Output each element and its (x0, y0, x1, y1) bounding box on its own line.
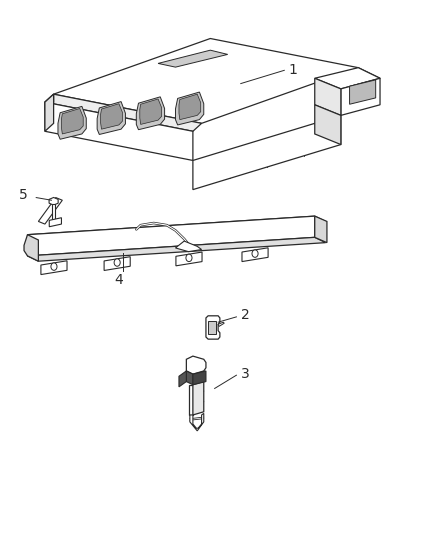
Text: 5: 5 (19, 188, 28, 202)
Polygon shape (176, 92, 204, 125)
Polygon shape (52, 205, 55, 221)
Polygon shape (97, 102, 125, 134)
Polygon shape (206, 316, 220, 339)
Polygon shape (179, 94, 201, 119)
Text: 4: 4 (114, 273, 123, 287)
Polygon shape (49, 217, 61, 227)
Polygon shape (315, 68, 380, 89)
Text: 2: 2 (241, 308, 250, 322)
Polygon shape (176, 252, 202, 266)
Polygon shape (41, 261, 67, 274)
Polygon shape (45, 94, 53, 131)
Polygon shape (58, 107, 86, 139)
Polygon shape (136, 97, 165, 130)
Polygon shape (350, 68, 380, 86)
Polygon shape (218, 322, 224, 326)
Polygon shape (28, 216, 315, 256)
Polygon shape (140, 99, 162, 124)
Text: 3: 3 (241, 367, 250, 381)
Polygon shape (186, 356, 206, 374)
Polygon shape (28, 216, 325, 240)
Polygon shape (190, 414, 204, 431)
Polygon shape (176, 241, 201, 252)
Circle shape (186, 254, 192, 262)
Polygon shape (61, 109, 83, 134)
Circle shape (252, 250, 258, 257)
Polygon shape (315, 216, 327, 243)
Polygon shape (39, 198, 62, 224)
Polygon shape (208, 321, 215, 334)
Polygon shape (49, 197, 58, 205)
Polygon shape (350, 80, 376, 104)
Polygon shape (188, 385, 193, 415)
Text: 1: 1 (289, 63, 297, 77)
Polygon shape (45, 102, 193, 160)
Polygon shape (24, 235, 39, 261)
Polygon shape (341, 78, 380, 115)
Polygon shape (45, 94, 201, 131)
Polygon shape (45, 94, 53, 110)
Circle shape (51, 263, 57, 270)
Polygon shape (193, 371, 206, 385)
Polygon shape (193, 115, 341, 190)
Polygon shape (158, 50, 228, 67)
Polygon shape (315, 78, 341, 115)
Polygon shape (186, 371, 193, 385)
Circle shape (114, 259, 120, 266)
Polygon shape (193, 382, 204, 415)
Polygon shape (101, 104, 122, 129)
Polygon shape (242, 248, 268, 262)
Polygon shape (53, 38, 358, 123)
Polygon shape (28, 237, 325, 261)
Polygon shape (179, 371, 186, 387)
Polygon shape (315, 105, 341, 144)
Polygon shape (104, 257, 130, 270)
